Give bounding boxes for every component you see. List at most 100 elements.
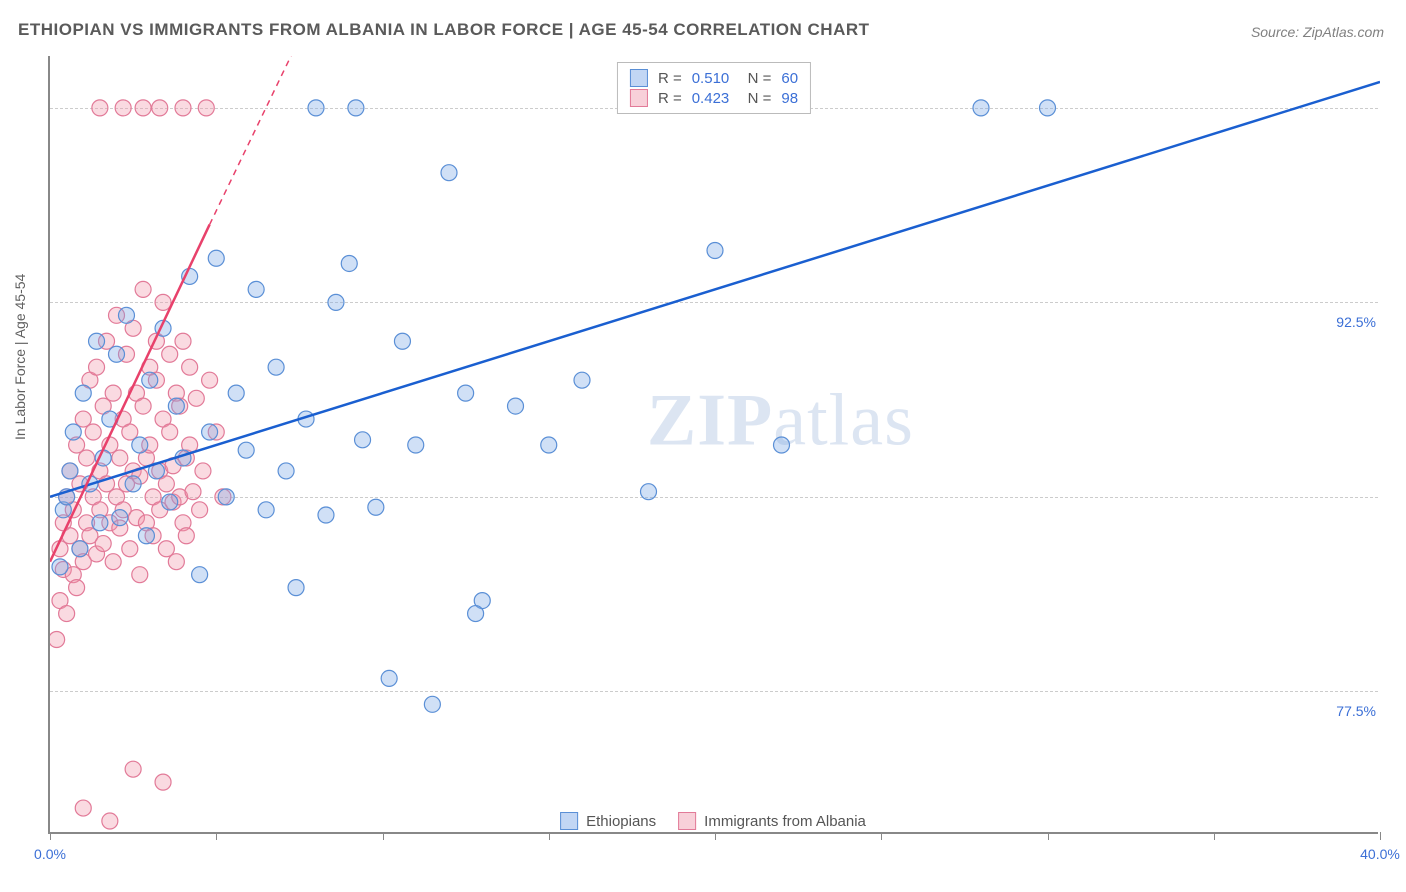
- data-point: [408, 437, 424, 453]
- data-point: [162, 346, 178, 362]
- data-point: [79, 450, 95, 466]
- data-point: [125, 761, 141, 777]
- r-value-ethiopians: 0.510: [692, 70, 730, 87]
- data-point: [228, 385, 244, 401]
- data-point: [192, 567, 208, 583]
- data-point: [248, 281, 264, 297]
- data-point: [208, 250, 224, 266]
- correlation-legend: R = 0.510 N = 60 R = 0.423 N = 98: [617, 62, 811, 114]
- data-point: [188, 390, 204, 406]
- x-tick: [1380, 832, 1381, 840]
- data-point: [92, 515, 108, 531]
- source-attribution: Source: ZipAtlas.com: [1251, 24, 1384, 40]
- legend-row-albania: R = 0.423 N = 98: [630, 88, 798, 108]
- data-point: [155, 294, 171, 310]
- data-point: [135, 281, 151, 297]
- data-point: [168, 554, 184, 570]
- data-point: [424, 696, 440, 712]
- data-point: [268, 359, 284, 375]
- data-point: [355, 432, 371, 448]
- data-point: [85, 424, 101, 440]
- data-point: [178, 528, 194, 544]
- data-point: [441, 165, 457, 181]
- data-point: [52, 559, 68, 575]
- data-point: [175, 333, 191, 349]
- data-point: [1040, 100, 1056, 116]
- scatter-svg: [50, 56, 1380, 834]
- data-point: [72, 541, 88, 557]
- data-point: [132, 567, 148, 583]
- data-point: [381, 670, 397, 686]
- data-point: [135, 398, 151, 414]
- r-value-albania: 0.423: [692, 90, 730, 107]
- data-point: [198, 100, 214, 116]
- data-point: [641, 484, 657, 500]
- n-label: N =: [739, 90, 771, 107]
- chart-title: ETHIOPIAN VS IMMIGRANTS FROM ALBANIA IN …: [18, 20, 870, 40]
- data-point: [112, 450, 128, 466]
- x-tick-label: 40.0%: [1360, 846, 1400, 862]
- data-point: [774, 437, 790, 453]
- data-point: [973, 100, 989, 116]
- data-point: [112, 510, 128, 526]
- data-point: [95, 536, 111, 552]
- data-point: [238, 442, 254, 458]
- data-point: [75, 800, 91, 816]
- data-point: [541, 437, 557, 453]
- n-label: N =: [739, 70, 771, 87]
- data-point: [89, 333, 105, 349]
- data-point: [368, 499, 384, 515]
- data-point: [155, 774, 171, 790]
- data-point: [50, 632, 65, 648]
- x-tick-label: 0.0%: [34, 846, 66, 862]
- data-point: [185, 484, 201, 500]
- data-point: [341, 255, 357, 271]
- data-point: [75, 385, 91, 401]
- data-point: [192, 502, 208, 518]
- legend-row-ethiopians: R = 0.510 N = 60: [630, 68, 798, 88]
- r-label: R =: [658, 70, 682, 87]
- data-point: [508, 398, 524, 414]
- data-point: [707, 243, 723, 259]
- data-point: [574, 372, 590, 388]
- data-point: [125, 476, 141, 492]
- data-point: [65, 424, 81, 440]
- plot-area: ZIPatlas 77.5%92.5% R = 0.510 N = 60 R =…: [48, 56, 1378, 834]
- data-point: [394, 333, 410, 349]
- swatch-pink-icon: [630, 89, 648, 107]
- y-axis-label: In Labor Force | Age 45-54: [12, 274, 28, 440]
- swatch-blue-icon: [630, 69, 648, 87]
- data-point: [122, 541, 138, 557]
- data-point: [202, 424, 218, 440]
- data-point: [138, 528, 154, 544]
- data-point: [69, 580, 85, 596]
- data-point: [308, 100, 324, 116]
- data-point: [105, 385, 121, 401]
- regression-extension: [210, 56, 316, 225]
- data-point: [458, 385, 474, 401]
- data-point: [92, 100, 108, 116]
- data-point: [115, 100, 131, 116]
- data-point: [182, 359, 198, 375]
- data-point: [278, 463, 294, 479]
- data-point: [175, 100, 191, 116]
- data-point: [89, 359, 105, 375]
- data-point: [162, 424, 178, 440]
- n-value-albania: 98: [781, 90, 798, 107]
- data-point: [195, 463, 211, 479]
- data-point: [348, 100, 364, 116]
- r-label: R =: [658, 90, 682, 107]
- data-point: [152, 100, 168, 116]
- chart-container: ETHIOPIAN VS IMMIGRANTS FROM ALBANIA IN …: [0, 0, 1406, 892]
- data-point: [218, 489, 234, 505]
- data-point: [318, 507, 334, 523]
- data-point: [468, 606, 484, 622]
- plot-frame: ZIPatlas 77.5%92.5% R = 0.510 N = 60 R =…: [48, 56, 1378, 834]
- data-point: [168, 398, 184, 414]
- data-point: [162, 494, 178, 510]
- data-point: [102, 813, 118, 829]
- data-point: [202, 372, 218, 388]
- data-point: [59, 606, 75, 622]
- data-point: [328, 294, 344, 310]
- data-point: [118, 307, 134, 323]
